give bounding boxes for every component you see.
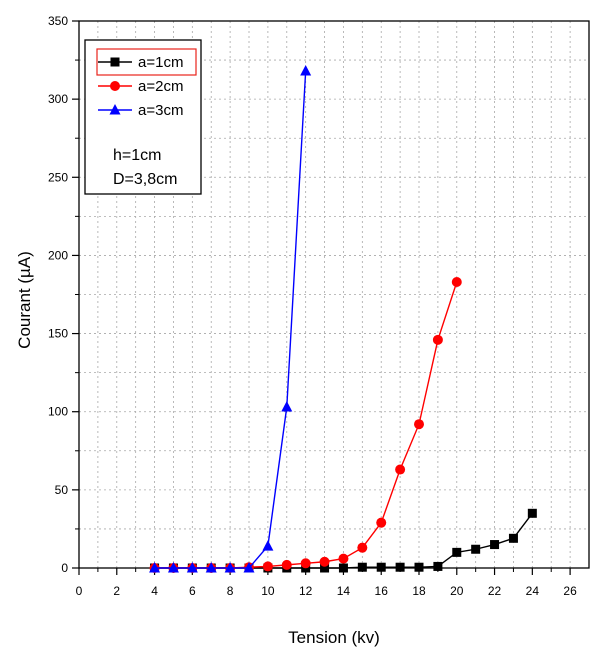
y-tick-label: 200 bbox=[48, 248, 68, 262]
data-point bbox=[414, 562, 424, 572]
legend-box bbox=[84, 39, 202, 195]
legend-marker bbox=[110, 81, 120, 91]
legend-annotation-height: h=1cm bbox=[113, 147, 161, 164]
legend-marker bbox=[109, 104, 121, 115]
data-point bbox=[357, 562, 367, 572]
data-point bbox=[224, 562, 236, 573]
legend-marker bbox=[110, 57, 120, 67]
series-a=3cm bbox=[149, 65, 312, 573]
data-point bbox=[433, 561, 443, 571]
series-line bbox=[154, 281, 458, 569]
x-tick-label: 16 bbox=[375, 584, 389, 598]
data-point bbox=[205, 562, 217, 573]
data-point bbox=[376, 517, 387, 528]
legend-label: a=1cm bbox=[138, 54, 183, 71]
y-tick-labels: 0 50 100 150 200 250 300 350 bbox=[48, 14, 68, 575]
data-point bbox=[471, 544, 481, 554]
x-tick-label: 10 bbox=[261, 584, 275, 598]
x-tick-label: 12 bbox=[299, 584, 313, 598]
data-point bbox=[149, 562, 161, 573]
data-point bbox=[508, 533, 518, 543]
x-tick-label: 18 bbox=[412, 584, 426, 598]
data-point bbox=[281, 401, 293, 412]
data-point bbox=[300, 65, 312, 76]
series-layer bbox=[149, 65, 537, 573]
y-tick-label: 100 bbox=[48, 405, 68, 419]
data-point bbox=[414, 419, 424, 430]
y-tick-label: 0 bbox=[61, 561, 68, 575]
x-tick-label: 26 bbox=[563, 584, 577, 598]
grid bbox=[79, 21, 589, 568]
legend-label: a=2cm bbox=[138, 78, 183, 95]
x-tick-label: 14 bbox=[337, 584, 351, 598]
data-point bbox=[395, 464, 406, 475]
data-point bbox=[319, 556, 330, 567]
data-point bbox=[376, 562, 386, 572]
data-point bbox=[490, 540, 500, 550]
data-point bbox=[527, 508, 537, 518]
x-tick-label: 4 bbox=[151, 584, 158, 598]
legend-annotation-diameter: D=3,8cm bbox=[113, 171, 177, 188]
data-point bbox=[167, 562, 179, 573]
data-point bbox=[320, 563, 330, 573]
data-point bbox=[338, 553, 349, 564]
data-point bbox=[395, 562, 405, 572]
y-tick-label: 50 bbox=[55, 483, 69, 497]
x-tick-label: 2 bbox=[113, 584, 120, 598]
y-tick-label: 250 bbox=[48, 170, 68, 184]
data-point bbox=[262, 540, 274, 551]
legend-selection-box bbox=[96, 48, 197, 76]
data-point bbox=[432, 334, 443, 345]
data-point bbox=[262, 561, 273, 572]
legend-label: a=3cm bbox=[138, 102, 183, 119]
data-point bbox=[186, 562, 198, 573]
x-tick-labels: 0 2 4 6 8 10 12 14 16 18 20 22 24 26 bbox=[76, 584, 577, 598]
x-tick-label: 6 bbox=[189, 584, 196, 598]
x-tick-label: 22 bbox=[488, 584, 502, 598]
y-axis-title: Courant (µA) bbox=[15, 251, 34, 349]
data-point bbox=[281, 559, 292, 570]
data-point bbox=[243, 562, 255, 573]
data-point bbox=[451, 276, 462, 287]
x-axis-title: Tension (kv) bbox=[288, 628, 380, 647]
x-tick-label: 20 bbox=[450, 584, 464, 598]
x-tick-label: 8 bbox=[227, 584, 234, 598]
legend-entries: a=1cm a=2cm a=3cm bbox=[96, 48, 197, 119]
x-tick-label: 24 bbox=[526, 584, 540, 598]
data-point bbox=[452, 547, 462, 557]
y-tick-label: 350 bbox=[48, 14, 68, 28]
legend: a=1cm a=2cm a=3cm h=1cm D=3,8cm bbox=[84, 39, 202, 195]
data-point bbox=[338, 563, 348, 573]
data-point bbox=[357, 542, 368, 553]
data-point bbox=[300, 558, 311, 569]
y-tick-label: 150 bbox=[48, 327, 68, 341]
y-tick-label: 300 bbox=[48, 92, 68, 106]
x-tick-label: 0 bbox=[76, 584, 83, 598]
